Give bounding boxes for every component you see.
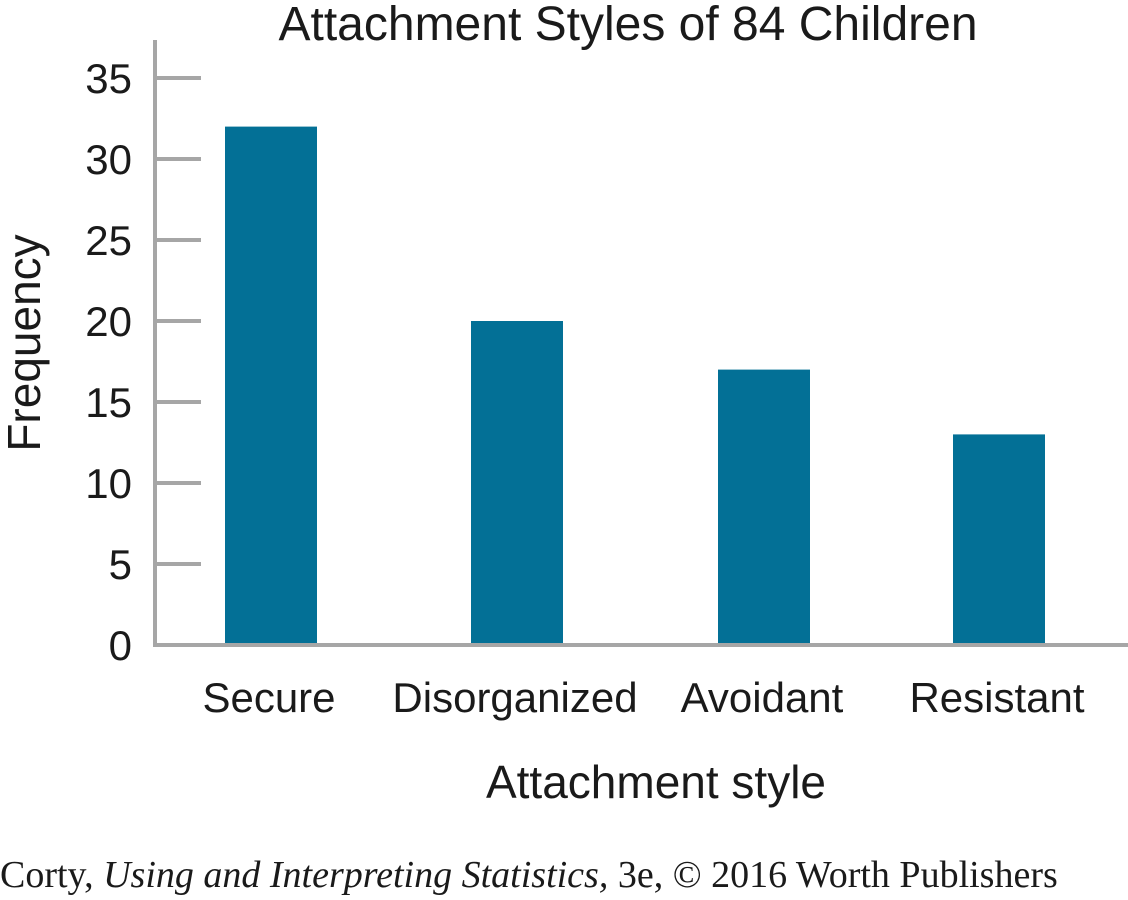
- y-tick-label: 0: [109, 622, 132, 669]
- y-tick-label: 30: [85, 136, 132, 183]
- credit-edition-publisher: 3e, © 2016 Worth Publishers: [617, 854, 1058, 896]
- credit-author: Corty,: [0, 854, 94, 896]
- chart-title: Attachment Styles of 84 Children: [278, 0, 977, 51]
- bar-disorganized: [471, 321, 563, 645]
- x-axis-label: Attachment style: [486, 756, 826, 808]
- y-tick-label: 10: [85, 460, 132, 507]
- bar-avoidant: [718, 369, 810, 645]
- credit-book-title: Using and Interpreting Statistics,: [103, 854, 609, 896]
- bar-resistant: [953, 434, 1045, 645]
- bars: [225, 126, 1045, 646]
- x-category-label: Secure: [202, 674, 335, 721]
- y-tick-label: 20: [85, 298, 132, 345]
- y-tick-label: 15: [85, 379, 132, 426]
- y-tick-label: 5: [109, 541, 132, 588]
- bar-chart: Attachment Styles of 84 Children 0 5 10 15 2…: [0, 0, 1128, 808]
- x-category-label: Avoidant: [681, 674, 844, 721]
- x-category-label: Resistant: [909, 674, 1084, 721]
- bar-secure: [225, 126, 317, 646]
- y-tick-label: 25: [85, 217, 132, 264]
- y-axis-ticks: 0 5 10 15 20 25 30 35: [85, 55, 201, 669]
- source-credit: Corty, Using and Interpreting Statistics…: [0, 853, 1058, 897]
- y-tick-label: 35: [85, 55, 132, 102]
- y-axis-label: Frequency: [0, 234, 50, 451]
- x-category-label: Disorganized: [392, 674, 637, 721]
- x-axis-categories: Secure Disorganized Avoidant Resistant: [202, 674, 1084, 721]
